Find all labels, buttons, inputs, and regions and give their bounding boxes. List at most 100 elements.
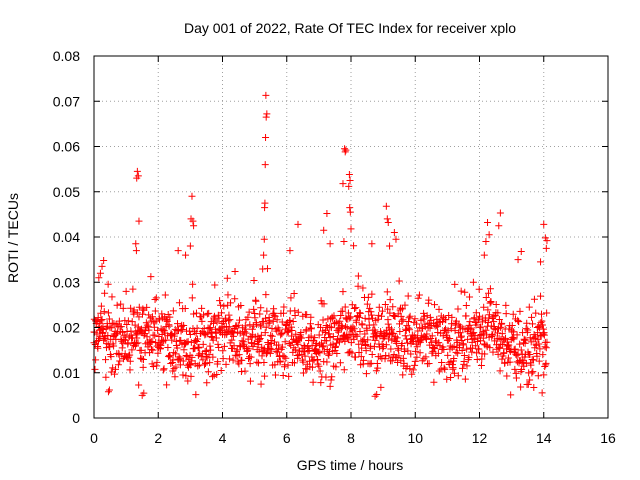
data-point <box>387 325 395 333</box>
data-point <box>282 354 290 362</box>
data-point <box>217 327 225 335</box>
data-point <box>326 323 334 331</box>
data-point <box>271 361 279 369</box>
data-point <box>412 347 420 355</box>
data-point <box>224 291 232 299</box>
data-point <box>317 379 325 387</box>
data-point <box>192 309 200 317</box>
data-point <box>542 244 550 252</box>
data-point <box>137 346 145 354</box>
data-point <box>365 315 373 323</box>
data-point <box>404 292 412 300</box>
data-point <box>495 315 503 323</box>
data-point <box>261 161 269 169</box>
data-point <box>513 331 521 339</box>
data-point <box>354 282 362 290</box>
data-point <box>466 318 474 326</box>
data-point <box>179 371 187 379</box>
data-point <box>112 330 120 338</box>
data-point <box>294 220 302 228</box>
y-axis-label: ROTI / TECUs <box>5 193 21 283</box>
data-point <box>104 388 112 396</box>
data-point <box>346 204 354 212</box>
data-point <box>172 363 180 371</box>
data-point <box>205 325 213 333</box>
data-point <box>206 324 214 332</box>
data-point <box>320 300 328 308</box>
data-point <box>133 174 141 182</box>
data-point <box>428 349 436 357</box>
data-point <box>498 319 506 327</box>
data-point <box>270 312 278 320</box>
data-point <box>280 353 288 361</box>
data-point <box>484 289 492 297</box>
data-point <box>423 312 431 320</box>
data-point <box>473 349 481 357</box>
data-point <box>163 317 171 325</box>
data-point <box>187 372 195 380</box>
data-point <box>420 355 428 363</box>
data-point <box>506 358 514 366</box>
y-tick-label: 0.06 <box>53 139 80 155</box>
data-point <box>261 329 269 337</box>
data-point <box>386 331 394 339</box>
data-point <box>318 343 326 351</box>
data-point <box>151 295 159 303</box>
data-point <box>156 316 164 324</box>
data-point <box>482 326 490 334</box>
data-point <box>286 317 294 325</box>
data-point <box>214 358 222 366</box>
data-point <box>462 302 470 310</box>
data-point <box>382 341 390 349</box>
data-point <box>423 330 431 338</box>
data-point <box>126 351 134 359</box>
data-point <box>309 357 317 365</box>
data-point <box>375 303 383 311</box>
data-point <box>121 350 129 358</box>
y-axis-tick-labels: 0 0.01 0.02 0.03 0.04 0.05 0.06 0.07 0.08 <box>53 48 80 426</box>
data-point <box>539 351 547 359</box>
data-point <box>203 379 211 387</box>
data-point <box>434 349 442 357</box>
data-point <box>272 371 280 379</box>
data-point <box>522 359 530 367</box>
data-point <box>238 337 246 345</box>
data-point <box>194 362 202 370</box>
data-point <box>123 321 131 329</box>
data-point <box>126 366 134 374</box>
data-point <box>260 251 268 259</box>
data-point <box>346 176 354 184</box>
data-point <box>140 306 148 314</box>
data-point <box>351 304 359 312</box>
data-point <box>311 334 319 342</box>
data-point <box>268 345 276 353</box>
data-point <box>261 204 269 212</box>
data-point <box>177 337 185 345</box>
data-point <box>517 383 525 391</box>
data-point <box>458 364 466 372</box>
data-point <box>386 242 394 250</box>
data-point <box>460 358 468 366</box>
data-point <box>378 312 386 320</box>
data-point <box>246 321 254 329</box>
data-point <box>387 345 395 353</box>
x-tick-label: 10 <box>407 430 423 446</box>
data-point <box>188 353 196 361</box>
data-point <box>328 373 336 381</box>
data-point <box>242 325 250 333</box>
data-point <box>522 325 530 333</box>
data-point <box>143 333 151 341</box>
data-point <box>184 377 192 385</box>
data-point <box>539 325 547 333</box>
data-point <box>516 307 524 315</box>
data-point <box>476 332 484 340</box>
data-point <box>212 334 220 342</box>
data-point <box>192 391 200 399</box>
data-point <box>229 356 237 364</box>
data-point <box>291 346 299 354</box>
data-point <box>526 376 534 384</box>
data-point <box>530 295 538 303</box>
data-point <box>135 217 143 225</box>
data-point <box>245 345 253 353</box>
